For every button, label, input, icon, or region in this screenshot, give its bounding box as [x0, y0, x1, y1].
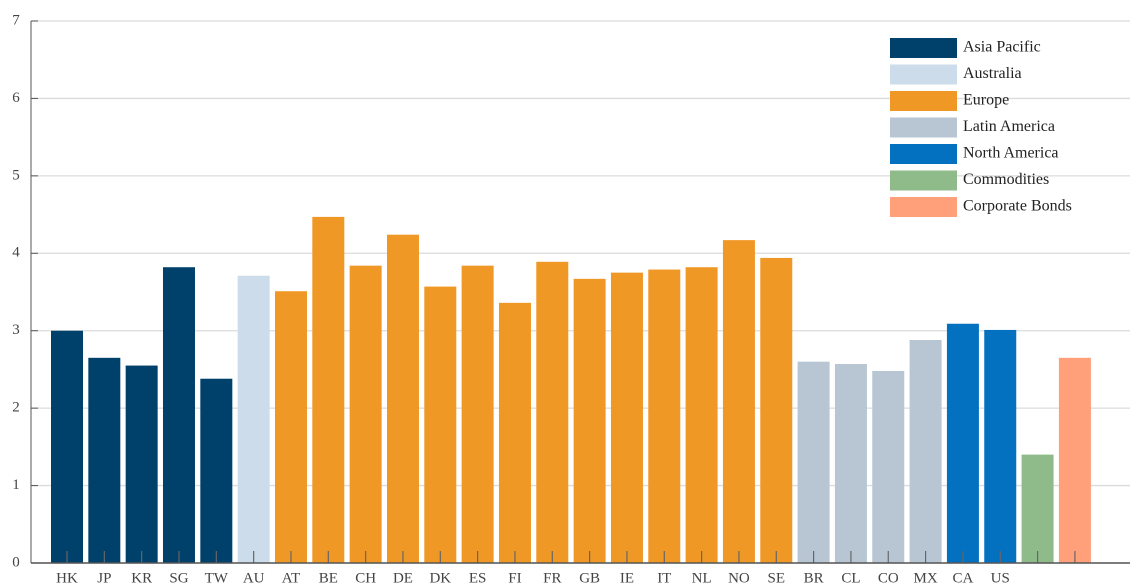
y-tick-label: 4: [12, 245, 20, 261]
bar: [274, 291, 307, 563]
bar: [312, 216, 345, 563]
legend-label: Australia: [963, 65, 1022, 82]
x-tick-label: CL: [841, 570, 860, 586]
legend-label: Europe: [963, 92, 1009, 109]
legend-swatch: [890, 170, 957, 191]
x-tick-label: ES: [469, 570, 487, 586]
legend: Asia Pacific Australia Europe Latin America…: [890, 38, 1072, 217]
bar: [536, 261, 569, 563]
bar: [498, 302, 531, 563]
x-tick-label: MX: [914, 570, 938, 586]
bar: [162, 267, 195, 563]
bar: [424, 286, 457, 563]
x-tick-label: AU: [243, 570, 265, 586]
y-tick-label: 0: [12, 554, 20, 570]
x-tick-label: CO: [878, 570, 899, 586]
bar: [722, 240, 755, 563]
bar: [685, 267, 718, 563]
x-tick-label: NO: [728, 570, 750, 586]
x-tick-label: US: [991, 570, 1010, 586]
x-tick-label: DK: [429, 570, 451, 586]
x-tick-label: FR: [543, 570, 561, 586]
y-tick-label: 7: [12, 12, 20, 28]
bar: [760, 257, 793, 563]
bar: [349, 265, 382, 563]
x-tick-label: GB: [579, 570, 600, 586]
bar: [909, 340, 942, 563]
bar: [872, 370, 905, 563]
y-tick-label: 3: [12, 322, 20, 338]
bar: [573, 278, 606, 563]
bar: [237, 275, 270, 563]
y-tick-label: 1: [12, 477, 20, 493]
legend-label: Asia Pacific: [963, 39, 1041, 56]
bar: [386, 234, 419, 563]
legend-label: Latin America: [963, 118, 1055, 135]
legend-swatch: [890, 38, 957, 58]
x-tick-label: IT: [657, 570, 671, 586]
bar: [648, 269, 681, 563]
bar: [834, 364, 867, 563]
x-tick-label: HK: [56, 570, 78, 586]
legend-swatch: [890, 91, 957, 111]
x-tick-label: BR: [804, 570, 824, 586]
bar: [984, 329, 1017, 563]
bar: [200, 378, 233, 563]
x-tick-label: JP: [97, 570, 111, 586]
y-tick-label: 6: [12, 90, 20, 106]
bar: [51, 330, 83, 563]
x-tick-label: SE: [768, 570, 786, 586]
legend-swatch: [890, 144, 957, 164]
bar: [125, 365, 158, 563]
bar: [797, 361, 830, 563]
bar: [946, 323, 979, 563]
x-tick-label: DE: [393, 570, 413, 586]
legend-label: North America: [963, 145, 1059, 162]
bar: [1021, 454, 1054, 563]
legend-swatch: [890, 117, 957, 138]
legend-swatch: [890, 197, 957, 217]
x-tick-label: FI: [508, 570, 521, 586]
legend-label: Commodities: [963, 171, 1049, 188]
bar: [88, 357, 121, 563]
bar: [1058, 357, 1091, 563]
x-tick-label: AT: [282, 570, 300, 586]
x-tick-label: CH: [355, 570, 376, 586]
x-tick-label: IE: [620, 570, 634, 586]
y-tick-label: 5: [12, 167, 20, 183]
legend-swatch: [890, 64, 957, 85]
legend-label: Corporate Bonds: [963, 198, 1072, 215]
x-tick-label: BE: [319, 570, 338, 586]
bar: [610, 272, 643, 563]
bar: [461, 265, 494, 563]
x-tick-label: SG: [169, 570, 188, 586]
x-tick-label: NL: [692, 570, 712, 586]
x-tick-label: TW: [205, 570, 229, 586]
x-tick-label: CA: [952, 570, 973, 586]
x-tick-label: KR: [131, 570, 152, 586]
y-tick-label: 2: [12, 400, 20, 416]
